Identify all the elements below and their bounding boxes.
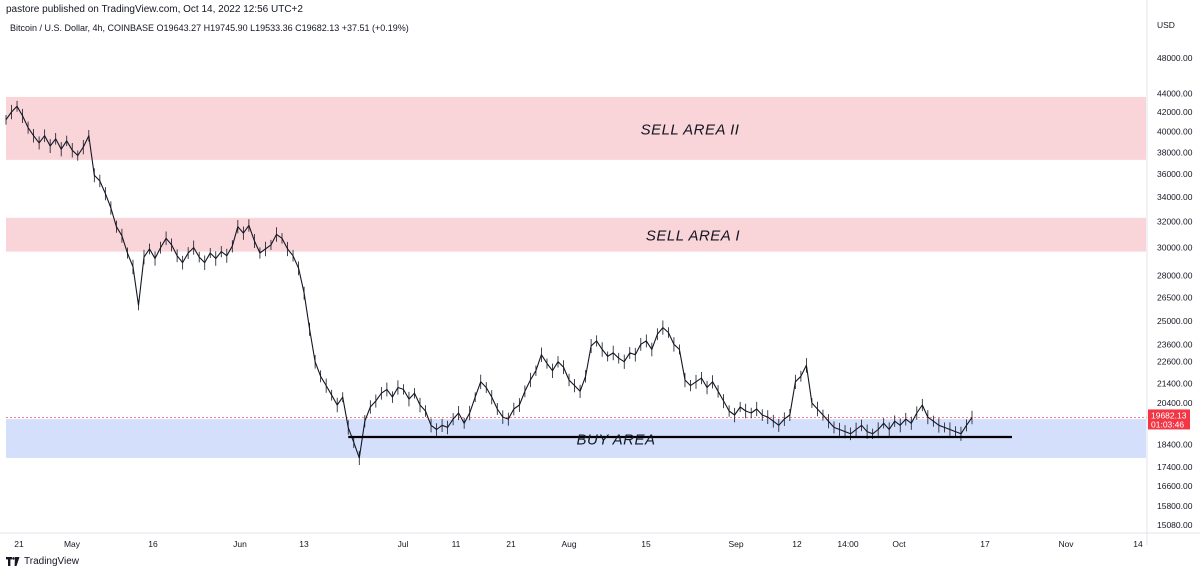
y-tick-label: 44000.00	[1157, 88, 1193, 98]
y-tick-label: 17400.00	[1157, 462, 1193, 472]
y-axis-ticks: 48000.00 44000.00 42000.00 40000.00 38000.00…	[1157, 53, 1193, 530]
x-tick-label: 12	[792, 539, 802, 549]
zone-label-layer: SELL AREA II SELL AREA I BUY AREA	[576, 121, 740, 449]
y-tick-label: 16600.00	[1157, 481, 1193, 491]
x-tick-label: 15	[641, 539, 651, 549]
last-price-value: 19682.13	[1151, 410, 1187, 420]
x-axis-ticks: 21 May 16 Jun 13 Jul 11 21 Aug 15 Sep 12 14:00 Oct 17 N…	[14, 539, 1143, 549]
series-layer	[5, 100, 973, 466]
tradingview-logo-icon	[6, 557, 20, 566]
x-tick-label: 13	[299, 539, 309, 549]
y-tick-label: 21400.00	[1157, 379, 1193, 389]
x-tick-label: Sep	[728, 539, 743, 549]
x-tick-label: 21	[506, 539, 516, 549]
y-tick-label: 25000.00	[1157, 316, 1193, 326]
y-tick-label: 15080.00	[1157, 520, 1193, 530]
y-tick-label: 23600.00	[1157, 339, 1193, 349]
last-price-badge: 19682.13 01:03:46	[1148, 409, 1190, 430]
zones-layer	[6, 96, 1146, 458]
y-axis-unit: USD	[1157, 20, 1175, 30]
last-price-countdown: 01:03:46	[1151, 419, 1184, 429]
x-tick-label: May	[64, 539, 81, 549]
footer: TradingView	[6, 556, 79, 567]
zone-1	[6, 217, 1146, 252]
y-tick-label: 36000.00	[1157, 169, 1193, 179]
y-tick-label: 26500.00	[1157, 293, 1193, 303]
zone-label-0: SELL AREA II	[641, 121, 740, 138]
last-price-badge-bg	[1148, 409, 1190, 430]
x-tick-label: Oct	[892, 539, 906, 549]
x-tick-label: Jun	[233, 539, 247, 549]
x-tick-label: 16	[148, 539, 158, 549]
x-tick-label: Nov	[1058, 539, 1074, 549]
y-tick-label: 30000.00	[1157, 243, 1193, 253]
y-tick-label: 15800.00	[1157, 501, 1193, 511]
y-tick-label: 48000.00	[1157, 53, 1193, 63]
y-tick-label: 42000.00	[1157, 107, 1193, 117]
zone-label-2: BUY AREA	[576, 432, 655, 449]
x-tick-label: Jul	[398, 539, 409, 549]
y-tick-label: 18400.00	[1157, 440, 1193, 450]
x-tick-label: 11	[452, 539, 461, 549]
footer-brand: TradingView	[24, 556, 80, 567]
x-tick-label: 14:00	[837, 539, 859, 549]
y-tick-label: 32000.00	[1157, 217, 1193, 227]
y-tick-label: 22600.00	[1157, 357, 1193, 367]
x-tick-label: 14	[1133, 539, 1143, 549]
x-tick-label: 21	[14, 539, 24, 549]
zone-0	[6, 96, 1146, 160]
x-tick-label: Aug	[561, 539, 576, 549]
y-tick-label: 28000.00	[1157, 270, 1193, 280]
y-tick-label: 34000.00	[1157, 192, 1193, 202]
symbol-legend: Bitcoin / U.S. Dollar, 4h, COINBASE O196…	[10, 23, 409, 33]
x-tick-label: 17	[980, 539, 990, 549]
y-tick-label: 38000.00	[1157, 147, 1193, 157]
publisher-line: pastore published on TradingView.com, Oc…	[6, 4, 303, 15]
zone-2	[6, 419, 1146, 458]
y-tick-label: 40000.00	[1157, 127, 1193, 137]
zone-label-1: SELL AREA I	[646, 228, 740, 245]
y-tick-label: 20400.00	[1157, 398, 1193, 408]
price-series-line	[5, 105, 973, 459]
